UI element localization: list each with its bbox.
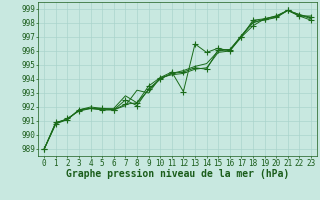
X-axis label: Graphe pression niveau de la mer (hPa): Graphe pression niveau de la mer (hPa)	[66, 169, 289, 179]
